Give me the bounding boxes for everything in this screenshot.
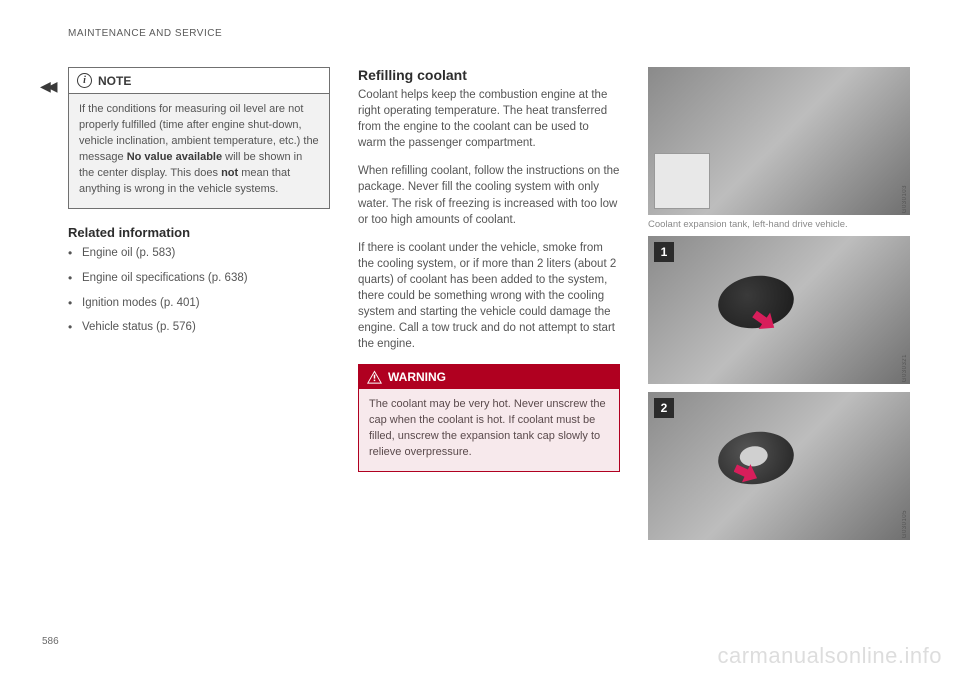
list-item: Ignition modes (p. 401) [68, 296, 330, 311]
related-title: Related information [68, 225, 330, 240]
info-icon: i [77, 73, 92, 88]
page: MAINTENANCE AND SERVICE ◀◀ i NOTE If the… [0, 0, 960, 548]
column-left: i NOTE If the conditions for measuring o… [68, 67, 330, 548]
section-header: MAINTENANCE AND SERVICE [68, 28, 918, 39]
warning-header: WARNING [359, 365, 619, 389]
page-number: 586 [42, 636, 59, 647]
continuation-arrows-icon: ◀◀ [40, 78, 54, 95]
warning-box: WARNING The coolant may be very hot. Nev… [358, 364, 620, 472]
arrow-indicator-icon [734, 460, 762, 488]
note-header: i NOTE [69, 68, 329, 94]
warning-label: WARNING [388, 370, 446, 384]
refilling-p2: If there is coolant under the vehicle, s… [358, 240, 620, 353]
image-engine-bay: G030103 [648, 67, 910, 215]
note-box: i NOTE If the conditions for measuring o… [68, 67, 330, 209]
image-code: G030103 [902, 185, 908, 213]
list-item: Vehicle status (p. 576) [68, 320, 330, 335]
columns: i NOTE If the conditions for measuring o… [68, 67, 918, 548]
image-step-1: 1 G030321 [648, 236, 910, 384]
image-code: G030105 [902, 510, 908, 538]
watermark: carmanualsonline.info [717, 643, 942, 669]
related-list: Engine oil (p. 583) Engine oil specifica… [68, 246, 330, 336]
list-item: Engine oil specifications (p. 638) [68, 271, 330, 286]
image-code: G030321 [902, 354, 908, 382]
note-bold-1: No value available [127, 151, 222, 163]
step-badge-2: 2 [654, 398, 674, 418]
refilling-intro: Coolant helps keep the combustion engine… [358, 87, 620, 151]
image-step-2: 2 G030105 [648, 392, 910, 540]
refilling-p1: When refilling coolant, follow the instr… [358, 163, 620, 227]
list-item: Engine oil (p. 583) [68, 246, 330, 261]
note-label: NOTE [98, 74, 131, 88]
arrow-indicator-icon [752, 308, 780, 336]
note-body: If the conditions for measuring oil leve… [69, 94, 329, 208]
refilling-title: Refilling coolant [358, 67, 620, 83]
image-inset-tank [654, 153, 710, 209]
column-right: G030103 Coolant expansion tank, left-han… [648, 67, 910, 548]
column-middle: Refilling coolant Coolant helps keep the… [358, 67, 620, 548]
image-caption: Coolant expansion tank, left-hand drive … [648, 219, 910, 230]
note-bold-2: not [221, 167, 238, 179]
warning-icon [367, 370, 382, 384]
warning-body: The coolant may be very hot. Never unscr… [359, 389, 619, 471]
step-badge-1: 1 [654, 242, 674, 262]
